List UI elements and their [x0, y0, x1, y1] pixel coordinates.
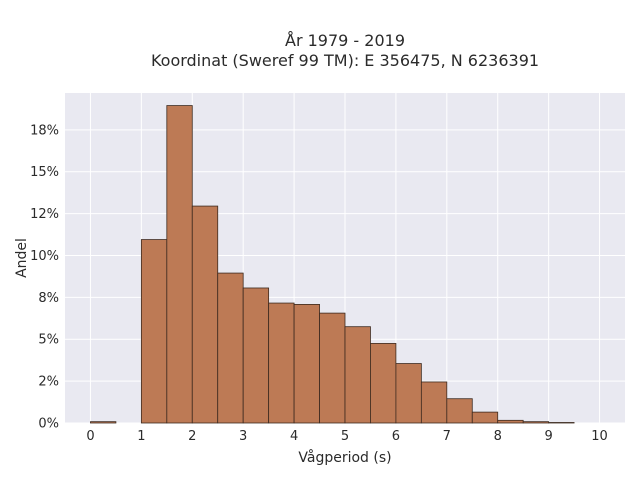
y-tick-label: 18% [30, 123, 59, 138]
chart-title-line2: Koordinat (Sweref 99 TM): E 356475, N 62… [151, 51, 539, 70]
y-tick-label: 0% [38, 417, 59, 432]
chart-title-line1: År 1979 - 2019 [285, 31, 405, 50]
y-tick-label: 5% [38, 333, 59, 348]
y-tick-label: 12% [30, 207, 59, 222]
y-tick-label: 8% [38, 291, 59, 306]
x-tick-label: 6 [392, 429, 400, 444]
y-tick-label: 2% [38, 375, 59, 390]
histogram-bar [446, 398, 473, 424]
histogram-bar [395, 363, 422, 424]
histogram-bar [217, 272, 244, 424]
x-tick-label: 7 [443, 429, 451, 444]
bars [90, 105, 575, 424]
x-axis-ticks: 0 1 2 3 4 5 6 7 8 9 10 [86, 429, 608, 444]
histogram-bar [319, 312, 346, 424]
histogram-bar [191, 205, 219, 424]
y-tick-label: 15% [30, 165, 59, 180]
histogram-bar [548, 422, 575, 424]
histogram-bar [344, 326, 371, 424]
histogram-bar [90, 421, 117, 424]
y-axis-ticks: 0% 2% 5% 8% 10% 12% 15% 18% [30, 123, 59, 431]
x-tick-label: 1 [137, 429, 145, 444]
x-tick-label: 8 [494, 429, 502, 444]
x-tick-label: 2 [188, 429, 196, 444]
y-tick-label: 10% [30, 249, 59, 264]
histogram-bar [166, 105, 193, 424]
x-tick-label: 4 [290, 429, 298, 444]
histogram-bar [497, 419, 524, 424]
histogram-bar [420, 381, 448, 424]
x-tick-label: 0 [86, 429, 94, 444]
x-tick-label: 9 [544, 429, 552, 444]
histogram-bar [370, 343, 397, 424]
histogram-bar [471, 411, 499, 424]
x-tick-label: 5 [341, 429, 349, 444]
histogram-bar [140, 239, 168, 424]
histogram-bar [268, 302, 295, 424]
x-tick-label: 3 [239, 429, 247, 444]
histogram-bar [242, 287, 270, 424]
x-tick-label: 10 [591, 429, 608, 444]
x-axis-label: Vågperiod (s) [298, 449, 391, 466]
histogram-bar [293, 304, 320, 424]
y-axis-label: Andel [14, 238, 30, 278]
histogram-bar [522, 421, 550, 424]
